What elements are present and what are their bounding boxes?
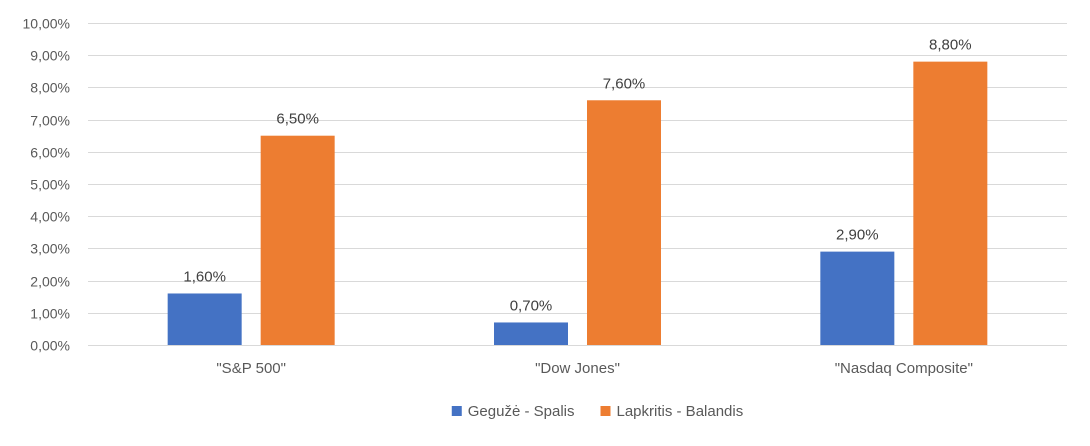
y-tick-label: 4,00% — [30, 209, 70, 225]
x-axis-categories: "S&P 500" "Dow Jones" "Nasdaq Composite" — [216, 360, 973, 377]
data-label: 6,50% — [276, 111, 319, 128]
category-label: "Dow Jones" — [535, 360, 620, 377]
legend-swatch — [600, 406, 611, 416]
y-tick-label: 7,00% — [30, 113, 70, 129]
y-tick-label: 6,00% — [30, 145, 70, 161]
bar-series-1-1 — [494, 322, 568, 345]
bar-series-1-2 — [820, 251, 895, 345]
y-tick-label: 9,00% — [30, 48, 70, 64]
y-tick-label: 1,00% — [30, 306, 70, 322]
bars — [167, 61, 988, 345]
y-axis-ticks: 0,00% 1,00% 2,00% 3,00% 4,00% 5,00% 6,00% 7,00%… — [23, 16, 70, 354]
y-tick-label: 2,00% — [30, 274, 70, 290]
data-label: 0,70% — [510, 297, 553, 314]
y-tick-label: 0,00% — [30, 338, 70, 354]
gridlines — [88, 23, 1067, 346]
legend-label: Gegužė - Spalis — [468, 403, 575, 420]
bar-series-2-0 — [260, 135, 335, 345]
data-label: 2,90% — [836, 227, 879, 244]
legend-swatch — [451, 406, 462, 416]
y-tick-label: 8,00% — [30, 80, 70, 96]
category-label: "S&P 500" — [216, 360, 286, 377]
y-tick-label: 3,00% — [30, 241, 70, 257]
data-labels: 1,60% 6,50% 0,70% 7,60% 2,90% 8,80% — [183, 37, 971, 315]
bar-series-2-1 — [587, 100, 661, 345]
data-label: 7,60% — [603, 75, 646, 92]
bar-series-2-2 — [913, 61, 988, 345]
y-tick-label: 10,00% — [23, 16, 70, 32]
data-label: 1,60% — [183, 268, 226, 285]
y-tick-label: 5,00% — [30, 177, 70, 193]
legend: Gegužė - Spalis Lapkritis - Balandis — [451, 403, 744, 420]
bar-series-1-0 — [167, 293, 242, 345]
data-label: 8,80% — [929, 37, 972, 54]
legend-label: Lapkritis - Balandis — [617, 403, 744, 420]
category-label: "Nasdaq Composite" — [835, 360, 973, 377]
